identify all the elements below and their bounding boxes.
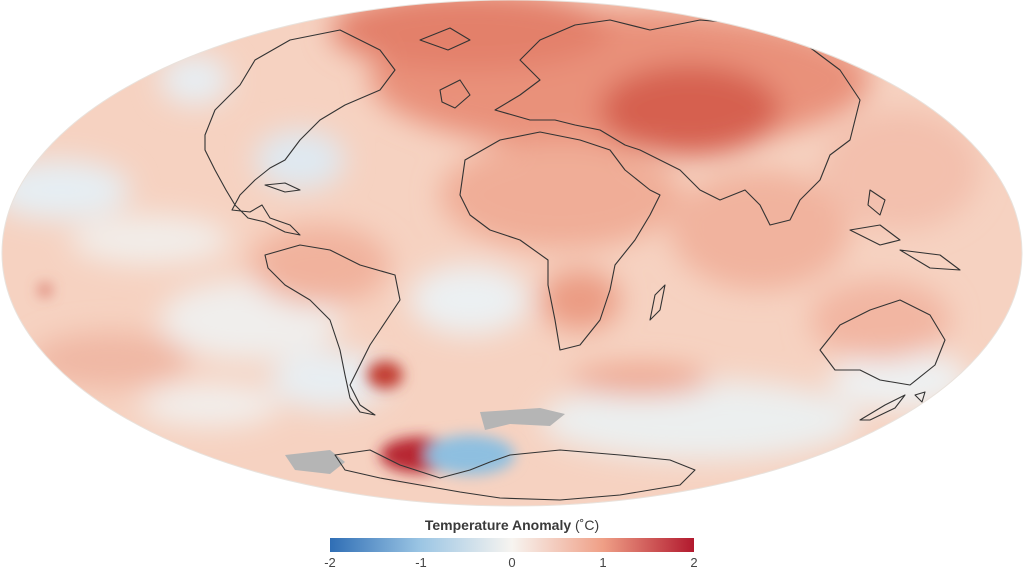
coast-antarctica xyxy=(334,449,696,501)
legend-title: Temperature Anomaly (˚C) xyxy=(0,517,1024,533)
legend-color-bar xyxy=(330,538,694,552)
globe-outline xyxy=(1,0,1023,507)
legend-tick-zero: 0 xyxy=(508,555,516,570)
coast-eurasia xyxy=(494,19,861,226)
no-data-regions xyxy=(285,408,565,474)
anomaly-map xyxy=(1,0,1023,507)
legend-unit: (˚C) xyxy=(575,517,600,533)
legend-tick-max: 2 xyxy=(690,555,698,570)
coast-north-america xyxy=(204,29,396,236)
coast-south-america xyxy=(264,244,401,416)
legend-title-text: Temperature Anomaly xyxy=(424,517,572,533)
coast-africa xyxy=(459,131,661,351)
globe xyxy=(2,0,1022,506)
strong-anomalies xyxy=(39,284,515,475)
coast-australia xyxy=(819,299,946,386)
coastlines xyxy=(204,19,961,501)
legend-tick-low: -1 xyxy=(415,555,427,570)
legend-tick-min: -2 xyxy=(324,555,336,570)
legend-tick-high: 1 xyxy=(599,555,607,570)
